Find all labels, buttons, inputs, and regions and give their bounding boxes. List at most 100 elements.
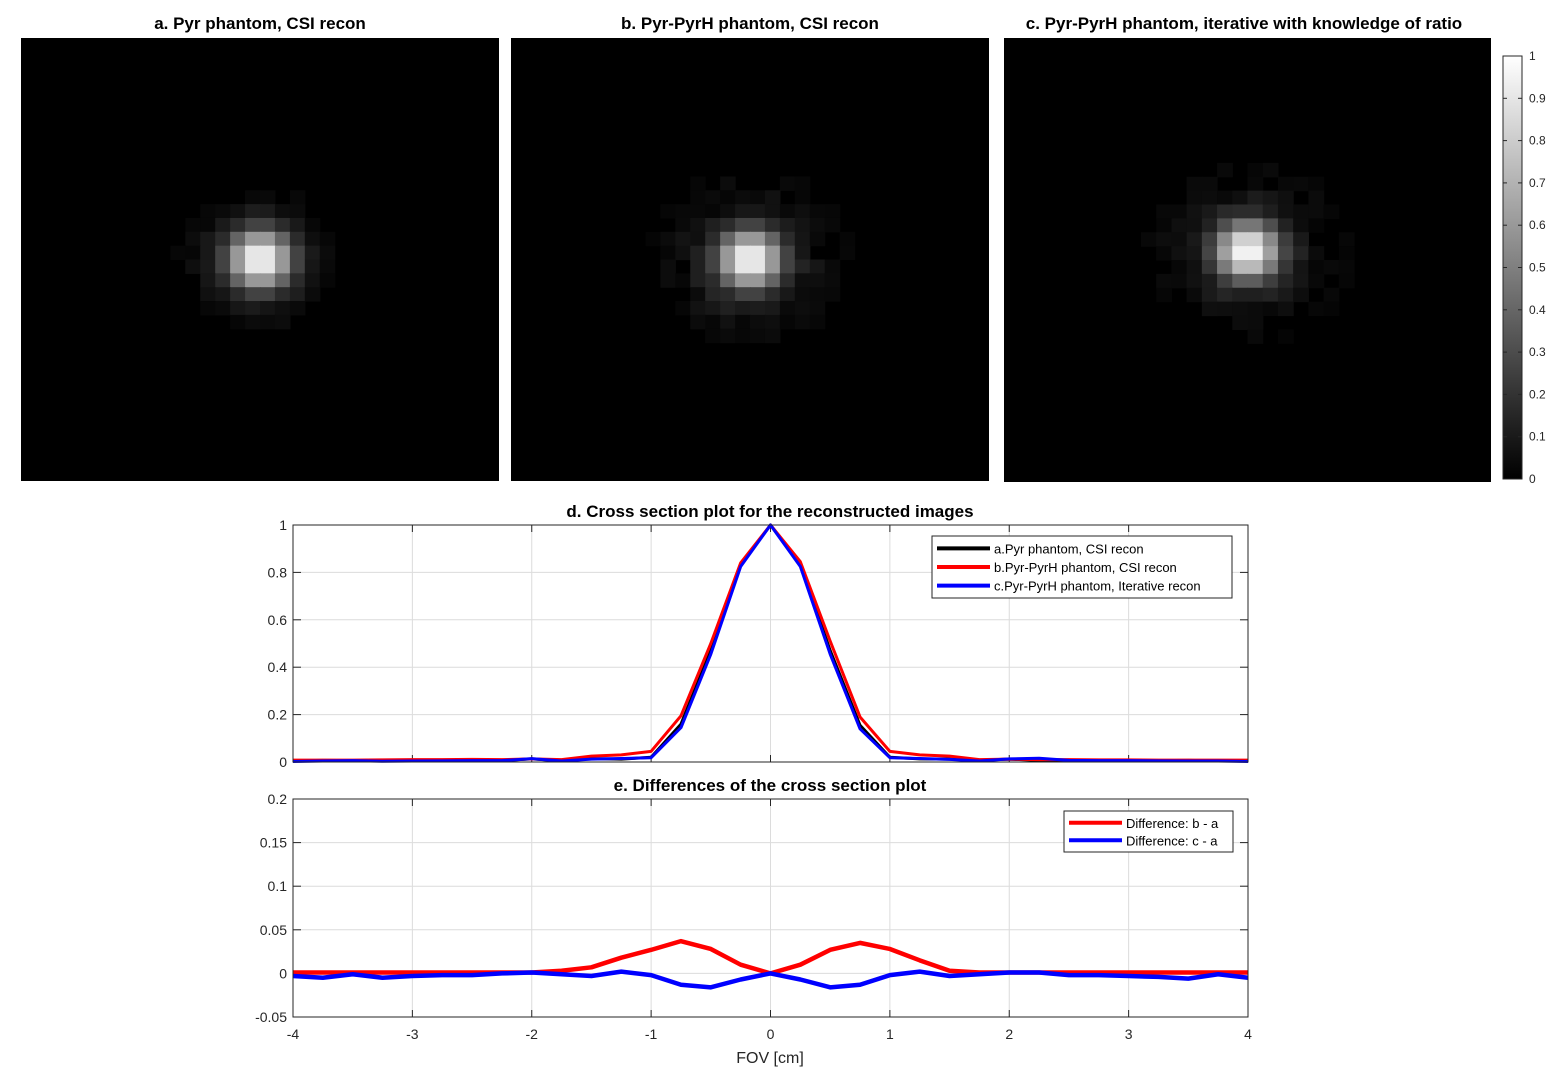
image-pixel [215,259,231,274]
image-pixel [215,204,231,219]
image-pixel [215,301,231,316]
image-pixel [1308,246,1325,261]
image-pixel [185,217,201,233]
image-pixel [720,287,736,302]
image-pixel [1156,246,1173,261]
image-pixel [304,245,321,261]
image-pixel [720,217,736,233]
series-line [292,969,1249,990]
image-pixel [289,301,306,316]
image-pixel [1308,218,1325,233]
image-pixel [794,301,811,316]
image-pixel [1156,204,1173,219]
image-pixel [794,287,811,302]
y-tick-label: -0.05 [255,1009,287,1025]
image-pixel [735,273,751,288]
image-panel-c [1004,38,1491,482]
image-pixel [720,231,736,247]
image-pixel [200,204,216,219]
image-pixel [690,259,706,274]
legend-label: a.Pyr phantom, CSI recon [994,541,1144,556]
image-pixel [794,190,811,205]
image-pixel [304,259,321,274]
image-pixel [690,287,706,302]
image-pixel [735,231,751,247]
image-pixel [1338,232,1355,247]
image-pixel [200,217,216,233]
image-pixel [230,259,246,274]
image-pixel [289,287,306,302]
image-pixel [720,314,736,330]
image-pixel [200,301,216,316]
legend-label: b.Pyr-PyrH phantom, CSI recon [994,560,1177,575]
image-pixel [764,217,781,233]
image-pixel [720,204,736,219]
image-pixel [705,217,721,233]
colorbar-tick-label: 1 [1529,49,1536,63]
image-pixel [1171,232,1188,247]
image-pixel [1277,204,1294,219]
image-pixel [764,245,781,261]
image-pixel [274,273,291,288]
image-pixel [720,273,736,288]
image-pixel [1293,273,1309,289]
image-pixel [230,217,246,233]
colorbar-tick-label: 0.7 [1529,176,1546,190]
image-pixel [720,328,736,344]
image-pixel [750,328,766,344]
image-pixel [1277,329,1294,344]
image-pixel [1262,232,1279,247]
image-pixel [1277,301,1294,317]
image-pixel [705,259,721,274]
image-pixel [839,231,856,247]
image-pixel [289,190,306,205]
image-pixel [1232,287,1249,303]
colorbar-tick-label: 0.9 [1529,91,1546,105]
image-pixel [750,245,766,261]
image-pixel [230,231,246,247]
image-pixel [735,314,751,330]
image-pixel [660,231,676,247]
image-pixel [1247,218,1264,233]
image-pixel [245,301,261,316]
image-pixel [1277,176,1294,192]
image-pixel [750,190,766,205]
image-pixel [660,245,676,261]
image-pixel [289,204,306,219]
image-pixel [215,231,231,247]
image-pixel [660,259,676,274]
image-pixel [1308,260,1325,275]
image-pixel [750,314,766,330]
image-pixel [824,217,841,233]
image-pixel [1217,287,1233,303]
image-pixel [1186,190,1203,206]
image-pixel [1186,287,1203,303]
image-pixel [260,259,276,274]
image-pixel [690,204,706,219]
x-axis-label: FOV [cm] [736,1050,804,1067]
image-pixel [1277,287,1294,303]
image-pixel [1232,260,1249,275]
y-tick-label: 0 [279,754,287,770]
image-pixel [230,314,246,330]
image-pixel [260,245,276,261]
image-pixel [779,287,796,302]
image-pixel [675,301,691,316]
legend-box [1063,810,1234,853]
y-tick-label: 0.8 [268,564,288,580]
image-pixel [675,231,691,247]
x-tick-label: 0 [767,1026,775,1042]
colorbar-tick-label: 0.1 [1529,430,1546,444]
axes-frame [292,798,1249,1018]
image-pixel [1338,246,1355,261]
image-pixel [1232,273,1249,289]
y-tick-label: 0.15 [260,835,287,851]
image-pixel [809,204,826,219]
image-pixel [750,204,766,219]
image-pixel [660,204,676,219]
image-pixel [319,273,336,288]
image-pixel [735,204,751,219]
image-pixel [720,176,736,191]
image-pixel [779,314,796,330]
